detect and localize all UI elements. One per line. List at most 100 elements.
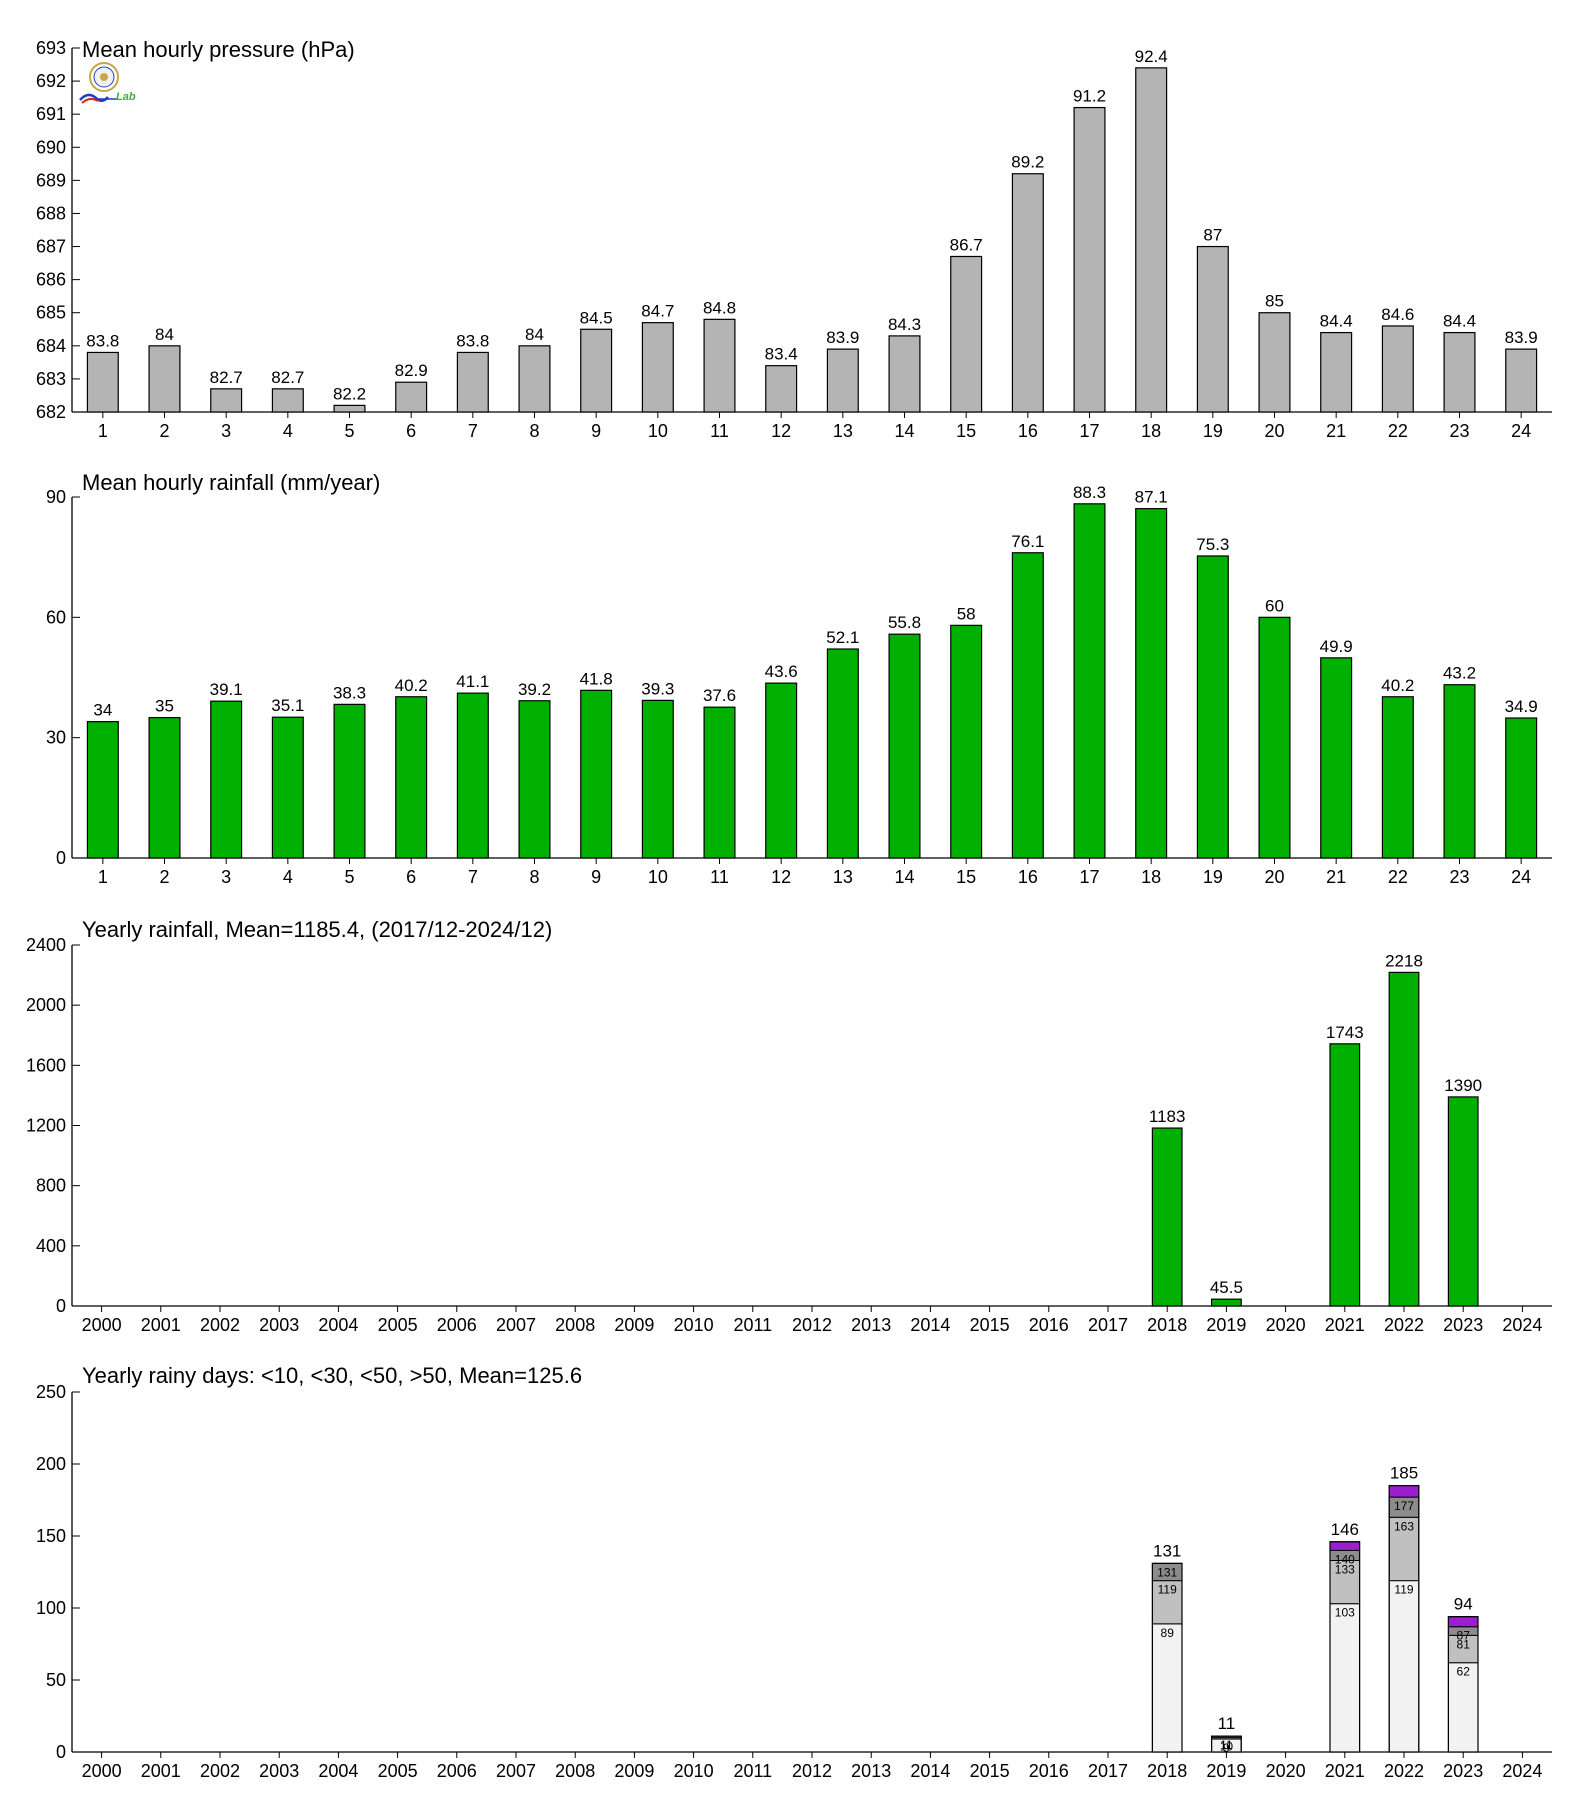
- segment-label-lt30: 10: [1220, 1740, 1234, 1754]
- y-tick-label: 2400: [26, 935, 66, 955]
- chart-title: Mean hourly pressure (hPa): [82, 37, 355, 62]
- bar-value-label: 1390: [1444, 1076, 1482, 1095]
- x-tick-label: 2002: [200, 1315, 240, 1335]
- bar-value-label: 83.9: [1505, 328, 1538, 347]
- bar-value-label: 41.8: [580, 669, 613, 688]
- bar: [765, 682, 798, 859]
- x-tick-label: 16: [1018, 867, 1038, 887]
- bar-value-label: 91.2: [1073, 87, 1106, 106]
- bar-value-label: 52.1: [826, 628, 859, 647]
- x-tick-label: 2019: [1206, 1315, 1246, 1335]
- y-tick-label: 1600: [26, 1055, 66, 1075]
- bar: [1329, 1043, 1361, 1307]
- x-tick-label: 2003: [259, 1761, 299, 1781]
- x-tick-label: 3: [221, 421, 231, 441]
- x-tick-label: 2009: [614, 1761, 654, 1781]
- y-tick-label: 0: [56, 1296, 66, 1316]
- x-tick-label: 2015: [970, 1315, 1010, 1335]
- bar-segment-lt10: [1151, 1623, 1183, 1753]
- segment-label-lt10: 103: [1335, 1606, 1355, 1620]
- bar-value-label: 84.4: [1443, 312, 1476, 331]
- bar: [148, 345, 181, 413]
- bar-total-label: 131: [1153, 1541, 1181, 1560]
- bar: [1381, 325, 1414, 413]
- x-tick-label: 2018: [1147, 1761, 1187, 1781]
- x-tick-label: 2008: [555, 1761, 595, 1781]
- x-tick-label: 2018: [1147, 1315, 1187, 1335]
- segment-label-lt30: 81: [1457, 1637, 1471, 1651]
- x-tick-label: 2017: [1088, 1761, 1128, 1781]
- bar: [765, 365, 798, 413]
- bar: [1073, 503, 1106, 859]
- segment-label-lt30: 163: [1394, 1519, 1414, 1533]
- chart-title: Yearly rainy days: <10, <30, <50, >50, M…: [82, 1363, 582, 1388]
- lab-logo-emblem: [79, 62, 119, 104]
- x-tick-label: 9: [591, 421, 601, 441]
- bar-value-label: 83.8: [86, 331, 119, 350]
- x-tick-label: 2020: [1266, 1761, 1306, 1781]
- y-tick-label: 692: [36, 71, 66, 91]
- panel-pressure: Mean hourly pressure (hPa)68268368468568…: [36, 37, 1552, 441]
- x-tick-label: 2024: [1502, 1761, 1542, 1781]
- bar-value-label: 39.2: [518, 680, 551, 699]
- bar-value-label: 58: [957, 604, 976, 623]
- x-tick-label: 16: [1018, 421, 1038, 441]
- bar: [826, 648, 859, 859]
- bar: [1505, 717, 1538, 859]
- x-tick-label: 2016: [1029, 1761, 1069, 1781]
- x-tick-label: 6: [406, 867, 416, 887]
- bar-value-label: 83.4: [765, 345, 798, 364]
- bar-value-label: 60: [1265, 596, 1284, 615]
- bar-outline: [1388, 1484, 1420, 1753]
- bar-segment-lt30: [1447, 1634, 1479, 1664]
- x-tick-label: 2012: [792, 1315, 832, 1335]
- chart-title: Yearly rainfall, Mean=1185.4, (2017/12-2…: [82, 917, 552, 942]
- y-tick-label: 150: [36, 1526, 66, 1546]
- segment-label-lt10: 119: [1394, 1583, 1413, 1597]
- x-tick-label: 18: [1141, 421, 1161, 441]
- x-tick-label: 2022: [1384, 1761, 1424, 1781]
- bar-value-label: 41.1: [456, 672, 489, 691]
- bar-segment-lt10: [1388, 1580, 1420, 1753]
- bar: [1320, 657, 1353, 859]
- x-tick-label: 2000: [82, 1315, 122, 1335]
- bar: [1151, 1127, 1183, 1307]
- bar: [1196, 555, 1229, 859]
- x-tick-label: 14: [894, 421, 914, 441]
- x-tick-label: 22: [1388, 867, 1408, 887]
- y-tick-label: 0: [56, 1742, 66, 1762]
- x-tick-label: 2006: [437, 1761, 477, 1781]
- y-tick-label: 400: [36, 1236, 66, 1256]
- x-tick-label: 21: [1326, 421, 1346, 441]
- x-tick-label: 2007: [496, 1315, 536, 1335]
- y-tick-label: 2000: [26, 995, 66, 1015]
- x-tick-label: 2021: [1325, 1761, 1365, 1781]
- x-tick-label: 2: [159, 867, 169, 887]
- bar-value-label: 43.2: [1443, 664, 1476, 683]
- bar-segment-lt10: [1329, 1603, 1361, 1753]
- bar-value-label: 82.9: [395, 361, 428, 380]
- bar-value-label: 88.3: [1073, 483, 1106, 502]
- x-tick-label: 20: [1264, 867, 1284, 887]
- y-tick-label: 690: [36, 137, 66, 157]
- bar-value-label: 39.3: [641, 679, 674, 698]
- x-tick-label: 17: [1079, 421, 1099, 441]
- bar-value-label: 2218: [1385, 951, 1423, 970]
- bar: [518, 700, 551, 859]
- x-tick-label: 5: [344, 867, 354, 887]
- segment-label-lt30: 133: [1335, 1562, 1355, 1576]
- segment-label-lt10: 89: [1161, 1626, 1175, 1640]
- x-tick-label: 12: [771, 421, 791, 441]
- bar-value-label: 40.2: [1381, 676, 1414, 695]
- x-tick-label: 7: [468, 867, 478, 887]
- bar: [641, 699, 674, 859]
- bar: [86, 721, 119, 859]
- x-tick-label: 8: [529, 867, 539, 887]
- segment-label-lt10: 62: [1457, 1665, 1471, 1679]
- bar: [1320, 331, 1353, 413]
- x-tick-label: 2012: [792, 1761, 832, 1781]
- bar-value-label: 1743: [1326, 1023, 1364, 1042]
- x-tick-label: 4: [283, 421, 293, 441]
